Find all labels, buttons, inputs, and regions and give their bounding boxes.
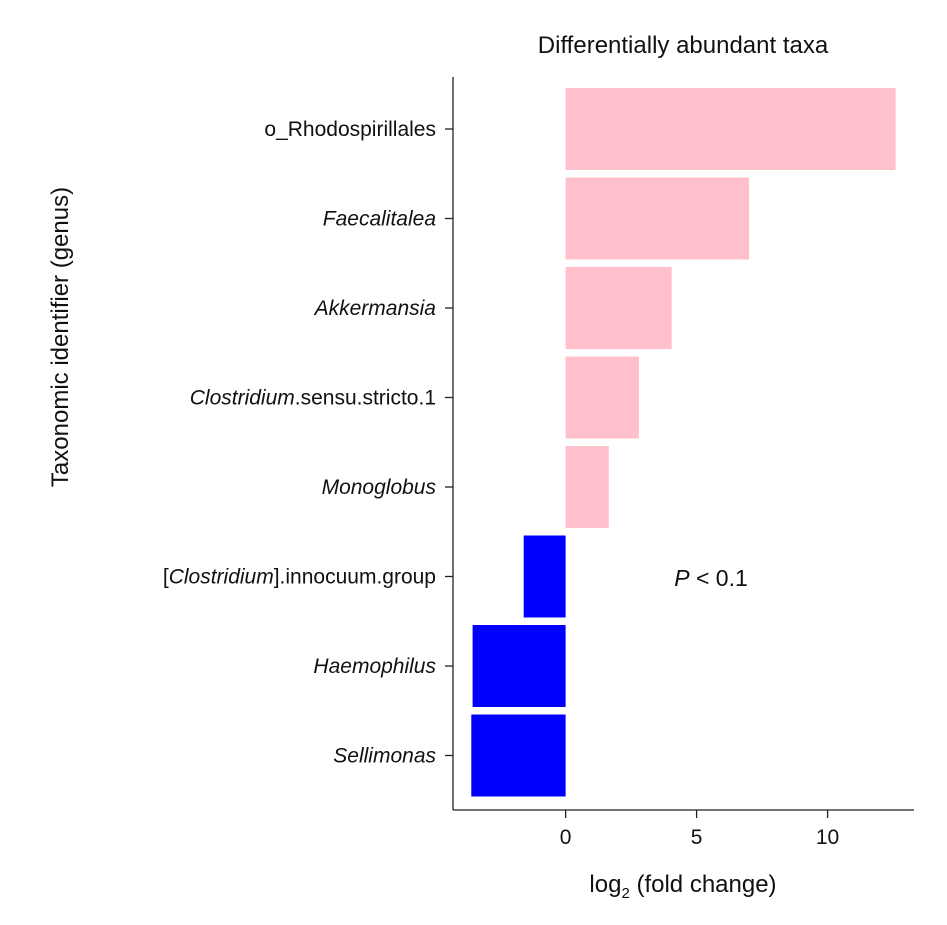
category-label-6-part-0: Haemophilus: [313, 655, 436, 678]
annotation-p: P: [674, 565, 690, 591]
category-label-4: Monoglobus: [322, 476, 437, 499]
category-label-3: Clostridium.sensu.stricto.1: [190, 387, 436, 410]
category-label-7: Sellimonas: [333, 745, 436, 768]
axes-layer: 0 5 10 o_Rhodospirillales Faecalitalea Akkerm…: [163, 77, 914, 849]
x-tick-label-2: 10: [816, 826, 839, 849]
category-label-5-part-1: Clostridium: [169, 566, 274, 589]
chart-title: Differentially abundant taxa: [538, 32, 829, 59]
x-tick-label-1: 5: [691, 826, 703, 849]
x-axis-title: log2 (fold change): [589, 871, 776, 902]
bar-7: [471, 714, 566, 797]
category-label-5-part-0: [: [163, 566, 169, 589]
x-axis-title-subscript: 2: [621, 885, 629, 902]
category-label-3-part-0: Clostridium: [190, 387, 295, 410]
category-label-6: Haemophilus: [313, 655, 436, 678]
category-label-0-part-0: o_Rhodospirillales: [264, 118, 436, 141]
bar-0: [565, 88, 896, 170]
category-label-2-part-0: Akkermansia: [313, 297, 436, 320]
bar-4: [565, 446, 609, 528]
bar-1: [565, 177, 749, 260]
bar-6: [472, 625, 566, 707]
bars-layer: [471, 88, 896, 797]
category-label-1-part-0: Faecalitalea: [323, 208, 436, 231]
x-axis-title-prefix: log: [589, 871, 621, 898]
category-label-4-part-0: Monoglobus: [322, 476, 437, 499]
x-axis-title-suffix: (fold change): [630, 871, 777, 898]
category-label-0: o_Rhodospirillales: [264, 118, 436, 141]
annotation-threshold: < 0.1: [690, 565, 748, 591]
x-tick-label-0: 0: [560, 826, 572, 849]
y-axis-title: Taxonomic identifier (genus): [47, 187, 74, 487]
bar-2: [565, 267, 672, 349]
category-label-2: Akkermansia: [313, 297, 436, 320]
category-label-7-part-0: Sellimonas: [333, 745, 436, 768]
significance-annotation: P < 0.1: [674, 565, 748, 591]
category-label-5: [Clostridium].innocuum.group: [163, 566, 436, 589]
category-label-1: Faecalitalea: [323, 208, 436, 231]
bar-5: [523, 535, 566, 618]
bar-3: [565, 356, 639, 439]
category-label-5-part-2: ].innocuum.group: [274, 566, 436, 589]
category-label-3-part-1: .sensu.stricto.1: [295, 387, 436, 410]
